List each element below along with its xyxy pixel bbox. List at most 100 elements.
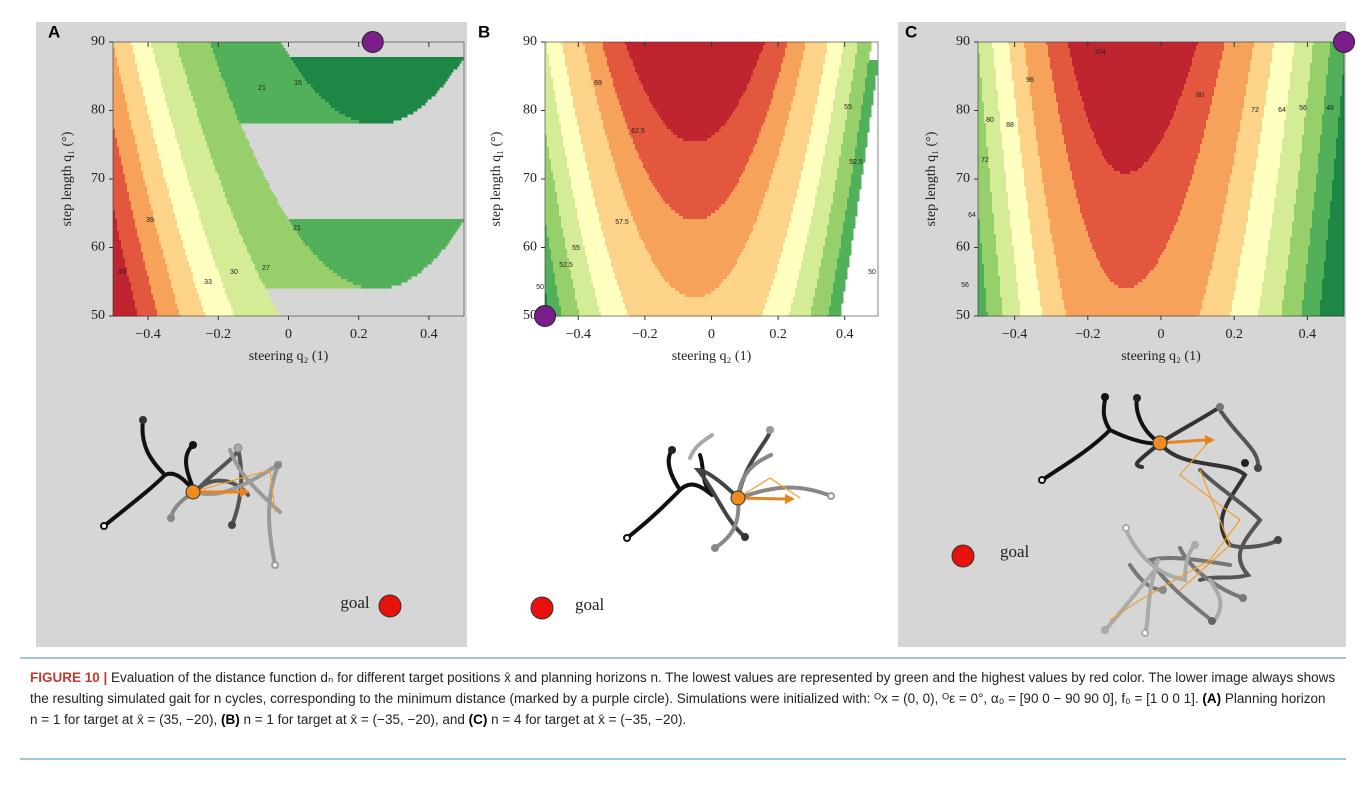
contour-band (1274, 45, 1295, 49)
contour-band (735, 264, 778, 268)
contour-band (113, 264, 126, 268)
contour-band (1050, 219, 1085, 223)
contour-label: 48 (1326, 105, 1334, 112)
contour-band (1262, 117, 1287, 121)
contour-band (1040, 156, 1069, 160)
contour-band (619, 180, 652, 184)
contour-band (795, 198, 816, 202)
contour-band (159, 75, 188, 79)
contour-band (1326, 249, 1345, 253)
contour-band (1338, 135, 1345, 139)
contour-band (1196, 159, 1235, 163)
contour-band (1290, 81, 1309, 85)
contour-band (1340, 96, 1345, 100)
contour-band (117, 60, 136, 64)
contour-band (229, 300, 272, 304)
contour-band (201, 303, 232, 307)
contour-band (978, 75, 981, 79)
contour-band (1328, 72, 1345, 76)
y-tick-label: 70 (956, 171, 970, 186)
contour-band (809, 141, 828, 145)
contour-band (147, 192, 170, 196)
contour-band (865, 87, 876, 91)
contour-band (113, 303, 136, 307)
contour-band (821, 75, 840, 79)
contour-band (1034, 117, 1061, 121)
contour-band (1210, 270, 1239, 274)
contour-band (1208, 114, 1243, 118)
y-tick-label: 90 (523, 34, 537, 49)
contour-band (789, 114, 814, 118)
contour-band (1022, 153, 1039, 157)
contour-band (137, 309, 158, 313)
contour-band (1340, 105, 1345, 109)
contour-band (169, 195, 194, 199)
contour-band (1014, 255, 1035, 259)
contour-band (191, 90, 228, 94)
contour-band (227, 87, 314, 91)
contour-band (117, 141, 136, 145)
contour-band (1266, 93, 1289, 97)
contour-band (591, 183, 622, 187)
y-tick-label: 60 (523, 240, 537, 255)
contour-band (721, 126, 762, 130)
contour-band (591, 78, 614, 82)
contour-band (599, 219, 634, 223)
contour-band (1018, 294, 1041, 298)
contour-band (219, 177, 266, 181)
contour-band (311, 249, 442, 253)
contour-band (1004, 165, 1023, 169)
contour-band (1050, 225, 1087, 229)
contour-band (589, 69, 610, 73)
contour-band (833, 288, 846, 292)
contour-band (765, 42, 788, 46)
contour-band (996, 81, 1015, 85)
contour-band (1288, 96, 1309, 100)
contour-band (611, 258, 652, 262)
contour-band (769, 186, 800, 190)
contour-band (1094, 249, 1165, 253)
contour-band (613, 84, 644, 88)
contour-band (209, 150, 254, 154)
contour-band (1022, 165, 1041, 169)
contour-band (1334, 174, 1345, 178)
contour-band (1336, 147, 1345, 151)
contour-band (839, 255, 850, 259)
contour-band (579, 222, 602, 226)
contour-band (133, 51, 154, 55)
contour-band (1290, 240, 1311, 244)
contour-band (867, 66, 878, 70)
contour-band (739, 177, 772, 181)
contour-band (1328, 69, 1345, 73)
contour-band (293, 225, 460, 229)
contour-band (1108, 276, 1147, 280)
contour-band (555, 99, 574, 103)
contour-band (569, 84, 594, 88)
contour-band (978, 51, 995, 55)
contour-band (1330, 207, 1345, 211)
contour-band (857, 51, 870, 55)
contour-band (781, 69, 800, 73)
contour-band (197, 207, 232, 211)
contour-band (763, 45, 788, 49)
contour-band (1010, 60, 1027, 64)
contour-band (1216, 78, 1249, 82)
contour-band (787, 228, 810, 232)
contour-band (1048, 45, 1069, 49)
contour-band (1076, 195, 1187, 199)
contour-band (1030, 81, 1055, 85)
contour-band (549, 147, 566, 151)
contour-band (819, 177, 838, 181)
contour-band (1292, 225, 1313, 229)
contour-band (595, 198, 626, 202)
contour-band (1288, 102, 1307, 106)
contour-band (139, 72, 160, 76)
contour-band (817, 279, 836, 283)
contour-band (1316, 177, 1335, 181)
contour-band (113, 276, 130, 280)
contour-band (1312, 216, 1331, 220)
contour-band (197, 204, 230, 208)
contour-band (1234, 156, 1259, 160)
contour-band (127, 102, 146, 106)
contour-band (992, 210, 1011, 214)
